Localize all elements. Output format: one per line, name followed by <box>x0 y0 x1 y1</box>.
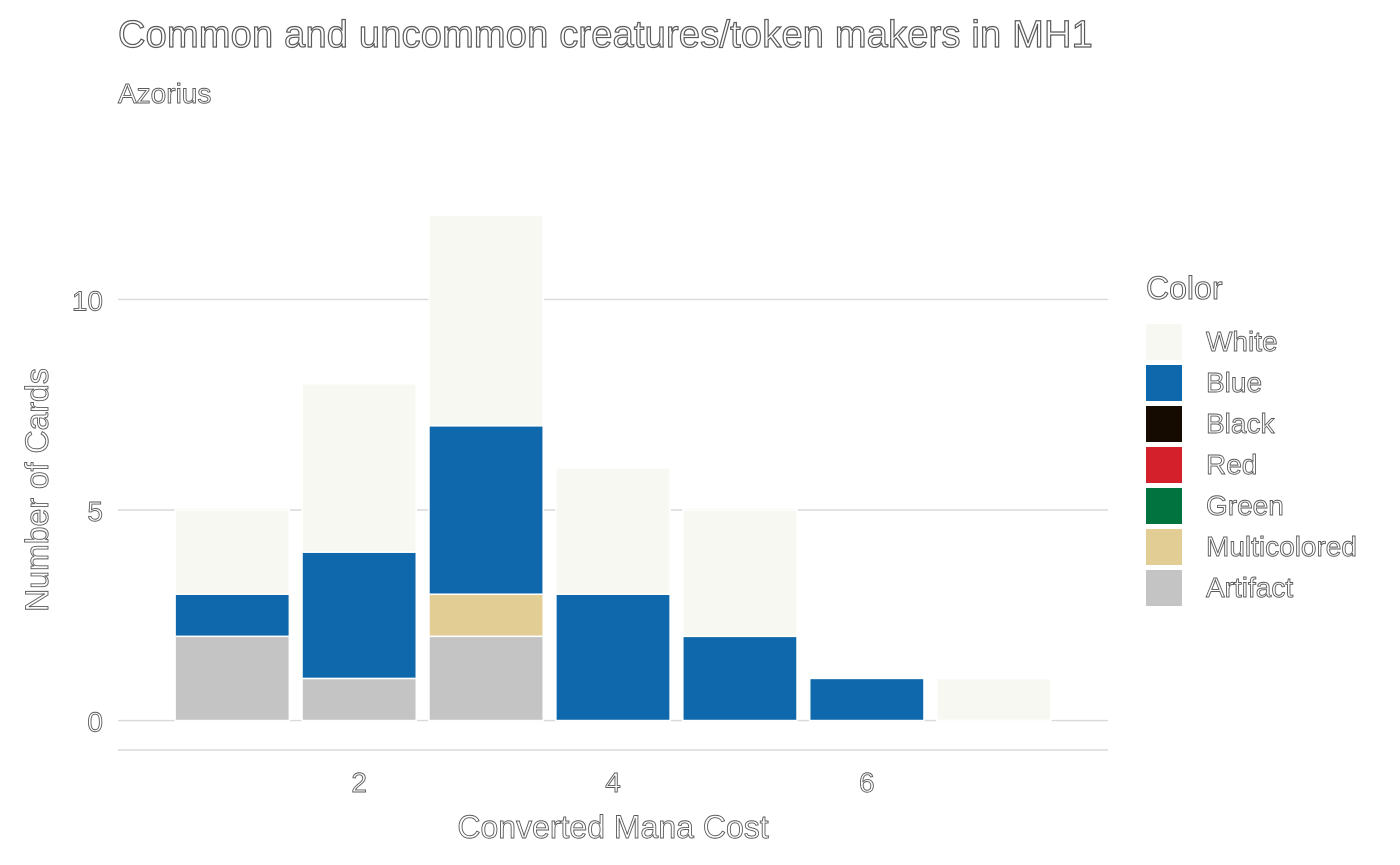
legend-item-artifact: Artifact <box>1146 567 1357 608</box>
bar-white-cmc-3 <box>428 214 544 427</box>
legend-swatch-red <box>1146 446 1182 483</box>
axes: 0 5 10 2 4 6 Converted Mana Cost Number of Card… <box>19 285 876 845</box>
x-axis-label: Converted Mana Cost <box>457 809 768 845</box>
bar-blue-cmc-5 <box>682 635 798 722</box>
legend-swatch-blue <box>1146 364 1182 401</box>
legend-title: Color <box>1146 270 1223 307</box>
bar-white-cmc-7 <box>935 677 1052 722</box>
legend-label-white: White <box>1206 325 1278 357</box>
y-tick-label-0: 0 <box>87 707 103 738</box>
legend-item-green: Green <box>1146 485 1357 526</box>
bar-blue-cmc-2 <box>301 551 418 680</box>
bars <box>174 214 1052 722</box>
legend-item-multicolored: Multicolored <box>1146 526 1357 567</box>
y-tick-label-5: 5 <box>87 496 103 527</box>
bar-artifact-cmc-2 <box>301 677 418 722</box>
legend-item-white: White <box>1146 321 1357 362</box>
legend-label-multicolored: Multicolored <box>1206 530 1358 562</box>
legend-label-red: Red <box>1206 448 1258 480</box>
legend-item-black: Black <box>1146 403 1357 444</box>
bar-blue-cmc-4 <box>555 593 671 722</box>
y-axis-label: Number of Cards <box>19 368 55 612</box>
legend-swatch-multicolored <box>1146 528 1182 565</box>
bar-white-cmc-5 <box>682 509 798 638</box>
legend-label-artifact: Artifact <box>1206 571 1294 603</box>
bar-artifact-cmc-1 <box>174 635 291 722</box>
x-tick-label-6: 6 <box>859 767 875 798</box>
chart-title: Common and uncommon creatures/token make… <box>117 13 1093 56</box>
bar-artifact-cmc-3 <box>428 635 544 722</box>
legend: Color White Blue Black Red Green Multicolored… <box>1146 270 1357 608</box>
legend-items: White Blue Black Red Green Multicolored Artifa… <box>1146 321 1357 608</box>
bar-blue-cmc-6 <box>808 677 925 722</box>
chart-subtitle: Azorius <box>118 78 212 110</box>
bar-white-cmc-4 <box>555 467 671 595</box>
bar-multicolored-cmc-3 <box>428 593 544 638</box>
legend-label-blue: Blue <box>1206 366 1263 398</box>
legend-label-black: Black <box>1206 407 1275 439</box>
bar-blue-cmc-3 <box>428 425 544 595</box>
legend-label-green: Green <box>1206 489 1285 521</box>
legend-swatch-black <box>1146 405 1182 442</box>
legend-swatch-artifact <box>1146 569 1182 606</box>
legend-item-red: Red <box>1146 444 1357 485</box>
bar-white-cmc-2 <box>301 382 418 553</box>
x-tick-label-2: 2 <box>351 767 367 798</box>
bar-white-cmc-1 <box>174 509 291 595</box>
y-tick-label-10: 10 <box>72 285 103 316</box>
legend-swatch-white <box>1146 323 1182 360</box>
x-tick-label-4: 4 <box>605 767 621 798</box>
legend-item-blue: Blue <box>1146 362 1357 403</box>
legend-swatch-green <box>1146 487 1182 524</box>
bar-blue-cmc-1 <box>174 593 291 638</box>
